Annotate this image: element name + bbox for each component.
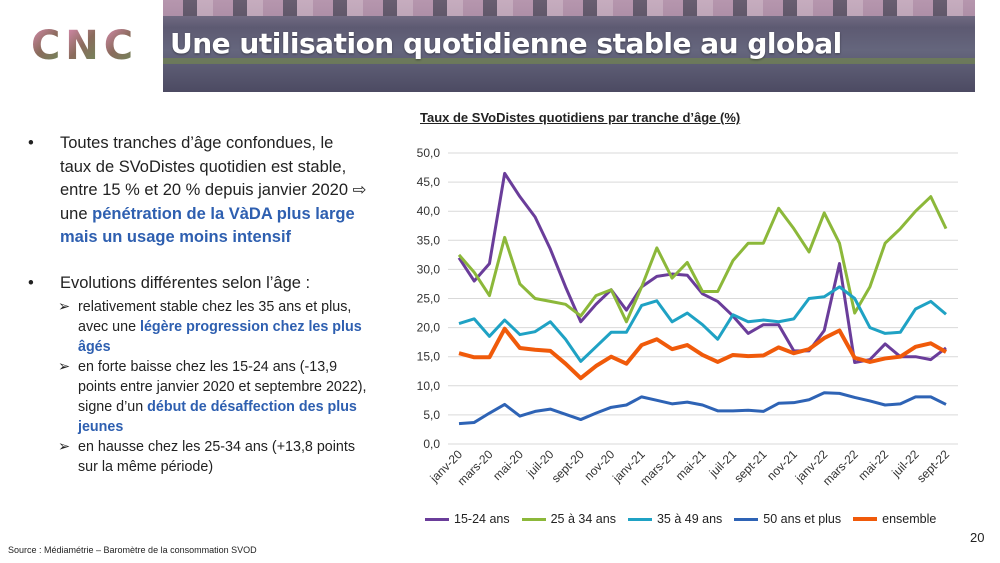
x-tick-label: sept-22 bbox=[914, 447, 952, 485]
legend-item: 15-24 ans bbox=[425, 512, 510, 526]
sub-bullet-text: en forte baisse chez les 15-24 ans (-13,… bbox=[78, 359, 367, 415]
bullet-text: Evolutions différentes selon l’âge : bbox=[60, 273, 311, 292]
sub-bullet-text: relativement stable chez les 35 ans et p… bbox=[78, 299, 352, 335]
y-tick-label: 0,0 bbox=[423, 437, 440, 451]
bullet-dot: • bbox=[28, 134, 34, 152]
legend-label: 15-24 ans bbox=[454, 512, 510, 526]
header-banner bbox=[163, 0, 975, 92]
bullet-text: Toutes tranches d’âge confondues, le tau… bbox=[60, 134, 349, 199]
x-tick-label: mai-20 bbox=[490, 447, 526, 483]
source-note: Source : Médiamétrie – Baromètre de la c… bbox=[8, 545, 257, 555]
legend-label: 25 à 34 ans bbox=[550, 512, 616, 526]
series-line-15-24-ans bbox=[457, 171, 947, 365]
y-tick-label: 35,0 bbox=[417, 233, 441, 247]
slide-title: Une utilisation quotidienne stable au gl… bbox=[170, 27, 842, 60]
legend-swatch bbox=[853, 517, 878, 521]
legend-label: 50 ans et plus bbox=[763, 512, 842, 526]
page-number: 20 bbox=[970, 530, 985, 545]
y-tick-label: 25,0 bbox=[417, 292, 441, 306]
y-tick-label: 30,0 bbox=[417, 262, 441, 276]
legend-item: 25 à 34 ans bbox=[521, 512, 616, 526]
legend-swatch bbox=[425, 517, 449, 521]
legend-swatch bbox=[627, 517, 652, 521]
x-tick-label: mai-21 bbox=[673, 447, 709, 483]
arrow-bullet-icon: ➢ bbox=[58, 299, 70, 315]
legend-swatch bbox=[734, 517, 759, 521]
chart-title: Taux de SVoDistes quotidiens par tranche… bbox=[420, 110, 741, 125]
legend-item: ensemble bbox=[853, 512, 936, 526]
x-tick-label: sept-21 bbox=[731, 447, 769, 485]
arrow-bullet-icon: ➢ bbox=[58, 439, 70, 455]
legend-item: 50 ans et plus bbox=[734, 512, 841, 526]
y-tick-label: 15,0 bbox=[417, 350, 441, 364]
bullet-evolutions: • Evolutions différentes selon l’âge : bbox=[28, 272, 368, 296]
legend-label: ensemble bbox=[882, 512, 937, 526]
arrow-bullet-icon: ➢ bbox=[58, 359, 70, 375]
sub-bullet-25-34: ➢ en hausse chez les 25-34 ans (+13,8 poi… bbox=[28, 437, 368, 477]
y-tick-label: 40,0 bbox=[417, 204, 441, 218]
sub-bullet-highlight: légère progression chez les plus âgés bbox=[78, 319, 362, 355]
bullet-highlight: pénétration de la VàDA plus large mais u… bbox=[60, 204, 355, 247]
series-line-50-ans-et-plus bbox=[458, 391, 947, 426]
legend-swatch bbox=[521, 517, 546, 521]
y-tick-label: 20,0 bbox=[417, 321, 441, 335]
bullet-list: • Toutes tranches d’âge confondues, le t… bbox=[28, 132, 368, 477]
y-tick-label: 5,0 bbox=[423, 408, 440, 422]
sub-bullet-text: en hausse chez les 25-34 ans (+13,8 poin… bbox=[78, 439, 355, 475]
arrow-icon: ⇨ une bbox=[60, 181, 367, 223]
y-tick-label: 10,0 bbox=[417, 379, 441, 393]
legend-item: 35 à 49 ans bbox=[627, 512, 723, 526]
bullet-dot: • bbox=[28, 273, 34, 292]
y-tick-label: 50,0 bbox=[417, 146, 441, 160]
legend-label: 35 à 49 ans bbox=[656, 512, 723, 526]
series-line-ensemble bbox=[458, 326, 947, 381]
sub-bullet-35plus: ➢ relativement stable chez les 35 ans et … bbox=[28, 297, 368, 357]
x-tick-label: mai-22 bbox=[855, 447, 891, 483]
sub-bullet-highlight: début de désaffection des plus jeunes bbox=[78, 399, 357, 435]
chart-legend: 15-24 ans 25 à 34 ans 35 à 49 ans 50 ans et… bbox=[425, 512, 936, 526]
x-tick-label: sept-20 bbox=[549, 447, 587, 485]
sub-bullet-15-24: ➢ en forte baisse chez les 15-24 ans (-13… bbox=[28, 357, 368, 437]
bullet-stable: • Toutes tranches d’âge confondues, le t… bbox=[28, 132, 368, 250]
y-tick-label: 45,0 bbox=[417, 175, 441, 189]
